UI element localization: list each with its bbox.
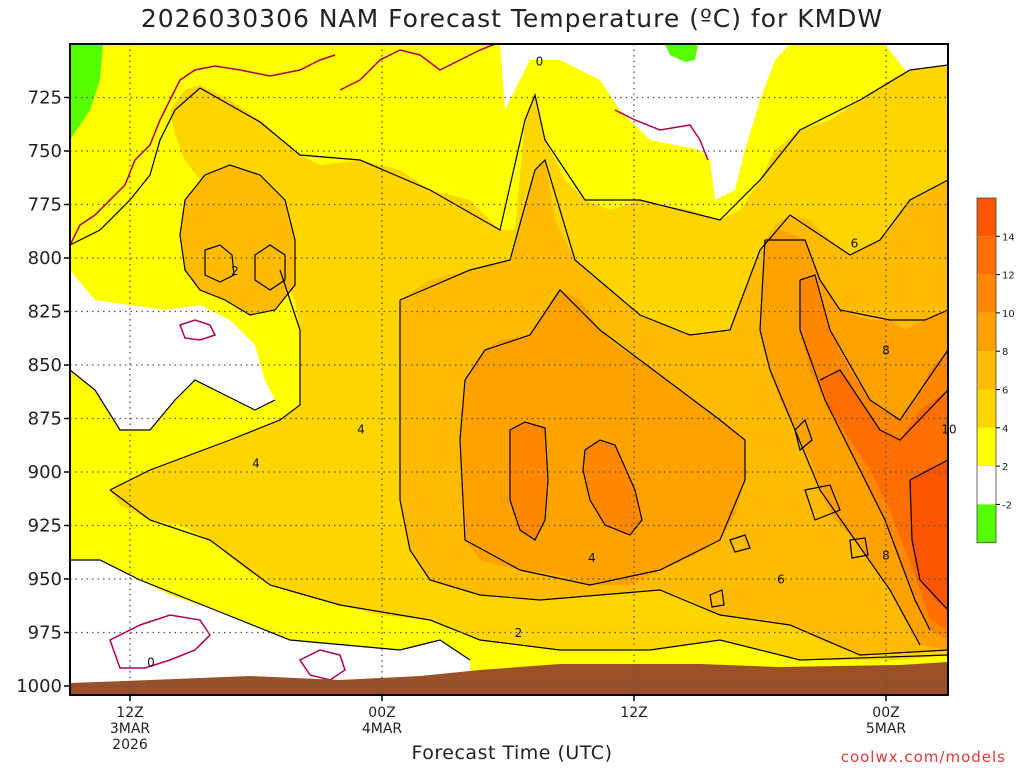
colorbar-bin-5 bbox=[977, 389, 996, 428]
temperature-fill-layers bbox=[70, 44, 948, 695]
fill-band-below-2-bottomleft bbox=[70, 560, 470, 685]
chart-title: 2026030306 NAM Forecast Temperature (ºC)… bbox=[140, 4, 884, 33]
contour-label-17: 2 bbox=[515, 626, 523, 640]
contour-label-7: 8 bbox=[882, 343, 890, 357]
x-tick-label-3-0: 00Z bbox=[872, 705, 899, 721]
y-axis-ticks: 725 750 775 800 825 850 875 900 925 950 975 1000 bbox=[16, 88, 70, 697]
contour-label-0: 0 bbox=[536, 54, 544, 68]
x-axis-label: Forecast Time (UTC) bbox=[411, 742, 613, 764]
contour-label-6: 2 bbox=[231, 264, 239, 278]
y-tick-label-0: 725 bbox=[28, 88, 62, 109]
y-tick-label-5: 850 bbox=[28, 355, 62, 376]
colorbar-tick-label-0: 14 bbox=[1002, 232, 1015, 243]
fill-band-below-2-left bbox=[70, 270, 275, 430]
y-tick-label-10: 975 bbox=[28, 623, 62, 644]
x-tick-label-2-0: 12Z bbox=[620, 705, 647, 721]
x-tick-label-0-1: 3MAR bbox=[110, 721, 151, 737]
contour-lines bbox=[70, 64, 948, 661]
colorbar-tick-label-4: 6 bbox=[1002, 386, 1008, 397]
y-tick-label-7: 900 bbox=[28, 462, 62, 483]
y-tick-label-6: 875 bbox=[28, 409, 62, 430]
x-tick-label-1-0: 00Z bbox=[368, 705, 395, 721]
grid-lines bbox=[70, 44, 948, 695]
contour-label-10: 4 bbox=[357, 422, 365, 436]
x-axis-ticks: 12Z3MAR202600Z4MAR12Z00Z5MAR12Z00Z6MAR12… bbox=[110, 695, 907, 753]
fill-band-below-neg2-top bbox=[665, 44, 698, 62]
contour-label-9: 10 bbox=[941, 422, 956, 436]
colorbar-tick-label-3: 8 bbox=[1002, 347, 1008, 358]
colorbar: 14 12 10 8 6 4 2 -2 bbox=[976, 197, 1015, 544]
y-tick-label-3: 800 bbox=[28, 248, 62, 269]
colorbar-bin-0 bbox=[977, 198, 996, 237]
colorbar-bin-4 bbox=[977, 351, 996, 390]
x-tick-label-3-1: 5MAR bbox=[866, 721, 907, 737]
plot-frame bbox=[69, 43, 949, 696]
y-tick-label-2: 775 bbox=[28, 195, 62, 216]
colorbar-tick-label-7: -2 bbox=[1002, 500, 1012, 511]
colorbar-tick-label-1: 12 bbox=[1002, 271, 1015, 282]
fill-band-below-2-top bbox=[70, 44, 790, 200]
contour-label-13: 4 bbox=[588, 551, 596, 565]
fill-band-below-neg2-left bbox=[70, 44, 103, 140]
x-tick-label-1-1: 4MAR bbox=[362, 721, 403, 737]
colorbar-tick-label-2: 10 bbox=[1002, 309, 1015, 320]
y-tick-label-4: 825 bbox=[28, 302, 62, 323]
contour-label-14: 8 bbox=[882, 549, 890, 563]
fill-band-6-8-left-blob bbox=[180, 165, 295, 315]
ground-surface bbox=[70, 662, 948, 695]
contour-label-15: 6 bbox=[777, 572, 785, 586]
fill-band-14-16-right bbox=[910, 460, 948, 610]
fill-band-10-12-a bbox=[510, 422, 548, 540]
contour-labels: 00246828810444486420 bbox=[147, 54, 956, 670]
y-tick-label-1: 750 bbox=[28, 141, 62, 162]
y-tick-label-9: 950 bbox=[28, 569, 62, 590]
contour-label-18: 0 bbox=[147, 656, 155, 670]
x-tick-label-0-2: 2026 bbox=[112, 737, 148, 753]
y-tick-label-11: 1000 bbox=[16, 676, 62, 697]
contour-label-11: 4 bbox=[252, 457, 260, 471]
y-tick-label-8: 925 bbox=[28, 516, 62, 537]
fill-band-10-12-b bbox=[583, 440, 642, 535]
colorbar-bin-1 bbox=[977, 236, 996, 275]
colorbar-bin-8 bbox=[977, 504, 996, 543]
x-tick-label-0-0: 12Z bbox=[116, 705, 143, 721]
contour-label-4: 6 bbox=[851, 236, 859, 250]
colorbar-bin-2 bbox=[977, 274, 996, 313]
freezing-contour-lines bbox=[70, 44, 709, 681]
colorbar-bin-3 bbox=[977, 312, 996, 352]
credit-watermark: coolwx.com/models bbox=[840, 748, 1006, 766]
colorbar-tick-label-5: 4 bbox=[1002, 424, 1008, 435]
fill-band-12-14-right bbox=[820, 370, 948, 630]
colorbar-bin-7 bbox=[977, 466, 996, 505]
colorbar-bin-6 bbox=[977, 427, 996, 467]
colorbar-frame bbox=[976, 197, 997, 544]
colorbar-tick-label-6: 2 bbox=[1002, 462, 1008, 473]
